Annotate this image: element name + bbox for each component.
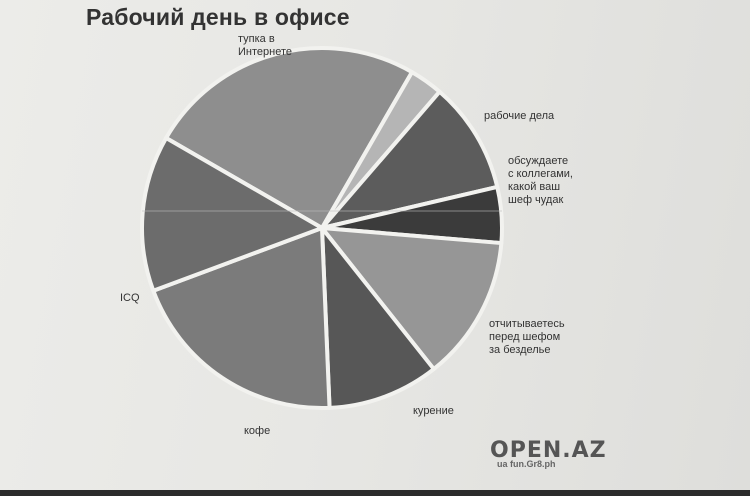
slice-label-internet: тупка в Интернете xyxy=(238,33,292,58)
slice-label-colleagues: обсуждаете с коллегами, какой ваш шеф чу… xyxy=(508,155,573,206)
pie-slice-7 xyxy=(140,136,324,293)
slice-label-work: рабочие дела xyxy=(484,110,555,122)
chart-title: Рабочий день в офисе xyxy=(86,4,350,30)
site-logo-subtitle: ua fun.Gr8.ph xyxy=(497,459,556,469)
pie-slice-5 xyxy=(320,226,436,410)
table-edge xyxy=(0,490,750,496)
pie-slice-0 xyxy=(164,46,414,230)
slice-label-coffee: кофе xyxy=(244,425,271,437)
pie-slice-4 xyxy=(320,226,504,372)
slice-label-icq: ICQ xyxy=(120,292,140,304)
slice-label-report: отчитываетесь перед шефом за безделье xyxy=(489,318,565,356)
pie-slice-2 xyxy=(320,89,500,230)
slice-label-smoking: курение xyxy=(413,405,454,417)
site-logo: OPEN.AZ xyxy=(490,438,607,463)
pie-slice-6 xyxy=(151,226,332,410)
